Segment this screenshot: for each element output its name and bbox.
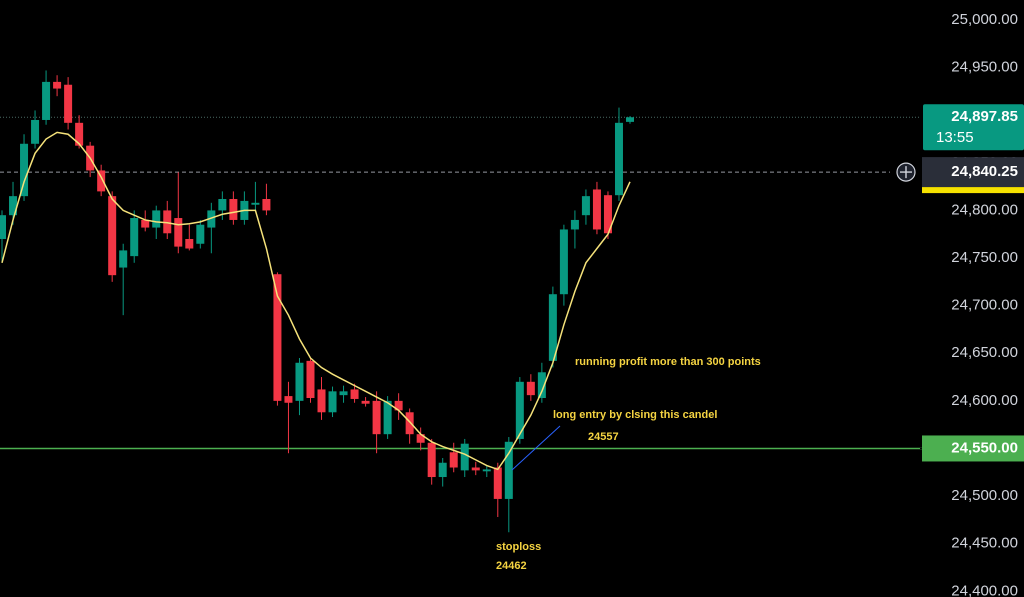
candle-body <box>559 229 568 295</box>
y-tick-label: 24,600.00 <box>951 392 1018 409</box>
candle-body <box>405 412 414 435</box>
ma-price-underline <box>922 187 1024 194</box>
annotation: stoploss <box>496 541 541 553</box>
y-tick-label: 24,800.00 <box>951 201 1018 218</box>
candle-body <box>229 199 238 220</box>
candle-body <box>427 442 436 478</box>
candle-body <box>97 170 106 192</box>
countdown: 13:55 <box>936 129 974 146</box>
candle-body <box>603 195 612 234</box>
candle-body <box>526 381 535 396</box>
candle-body <box>416 434 425 443</box>
candle-body <box>537 372 546 398</box>
candle-body <box>570 219 579 230</box>
candle-body <box>75 122 84 146</box>
add-icon <box>900 166 912 179</box>
candle-body <box>174 218 183 247</box>
candle-body <box>20 143 29 197</box>
candle-body <box>0 215 6 239</box>
candle-body <box>251 202 260 205</box>
y-tick-label: 24,750.00 <box>951 249 1018 266</box>
candle-body <box>592 189 601 230</box>
candle-body <box>449 452 458 468</box>
y-tick-label: 24,400.00 <box>951 582 1018 597</box>
candle-body <box>218 199 227 211</box>
y-tick-label: 24,950.00 <box>951 59 1018 76</box>
y-tick-label: 24,450.00 <box>951 535 1018 552</box>
candle-body <box>372 400 381 435</box>
candle-body <box>515 381 524 439</box>
candle-body <box>581 196 590 216</box>
candle-body <box>438 462 447 478</box>
y-tick-label: 24,650.00 <box>951 344 1018 361</box>
ma-price-tag <box>922 157 1024 188</box>
candle-body <box>493 467 502 499</box>
candle-body <box>295 362 304 401</box>
entry-arrow <box>511 425 561 471</box>
candle-body <box>262 199 271 211</box>
candle-body <box>504 441 513 499</box>
moving-average <box>1 131 631 471</box>
candle-body <box>196 224 205 244</box>
annotation: 24462 <box>496 560 527 572</box>
candle-body <box>31 119 40 144</box>
candle-body <box>626 117 634 122</box>
candle-body <box>119 250 128 268</box>
ma-price-label: 24,840.25 <box>951 163 1018 180</box>
candle-body <box>284 396 293 403</box>
candle-body <box>207 210 216 228</box>
annotation: 24557 <box>588 431 619 443</box>
last-price-label: 24,897.85 <box>951 108 1018 125</box>
candle-body <box>141 219 150 228</box>
candle-body <box>350 389 359 399</box>
candle-body <box>108 196 117 276</box>
candle-body <box>339 391 348 396</box>
candle-body <box>53 81 62 89</box>
candle-body <box>42 81 51 120</box>
candle-body <box>185 238 194 249</box>
annotation: running profit more than 300 points <box>575 356 761 368</box>
candle-body <box>152 210 161 228</box>
candle-body <box>361 400 370 404</box>
candle-body <box>383 400 392 435</box>
candle-body <box>130 218 139 257</box>
candle-body <box>306 360 315 398</box>
y-tick-label: 24,500.00 <box>951 487 1018 504</box>
candle-body <box>614 122 623 196</box>
candle-body <box>548 294 557 361</box>
annotation: long entry by clsing this candel <box>553 409 717 421</box>
candle-body <box>163 210 172 234</box>
last-price-tag <box>923 104 1024 151</box>
candle-body <box>64 84 73 123</box>
candle-body <box>471 467 480 471</box>
candle-body <box>482 469 491 472</box>
candle-body <box>394 400 403 411</box>
level-label: 24,550.00 <box>951 439 1018 456</box>
candle-body <box>328 391 337 413</box>
candle-body <box>273 274 282 401</box>
y-tick-label: 24,700.00 <box>951 297 1018 314</box>
y-tick-label: 25,000.00 <box>951 11 1018 28</box>
candle-body <box>317 389 326 413</box>
candle-body <box>460 443 469 471</box>
candle-body <box>9 196 18 216</box>
level-tag <box>922 435 1024 462</box>
